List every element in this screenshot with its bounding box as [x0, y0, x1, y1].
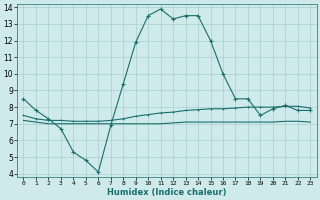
X-axis label: Humidex (Indice chaleur): Humidex (Indice chaleur) [107, 188, 227, 197]
